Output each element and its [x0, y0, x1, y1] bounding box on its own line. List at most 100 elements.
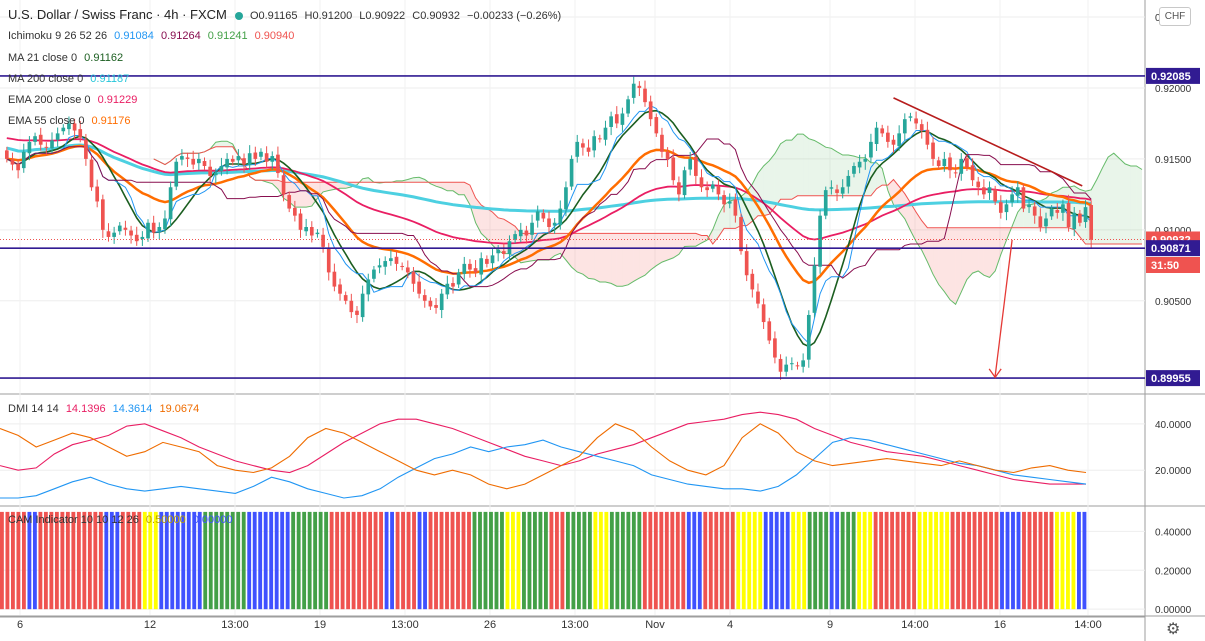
cam-bar: [758, 511, 763, 610]
candle-body: [434, 305, 438, 308]
cam-bar: [164, 511, 169, 610]
ichimoku-cloud-segment: [791, 134, 798, 200]
ichimoku-cloud-segment: [938, 227, 945, 292]
currency-badge[interactable]: CHF: [1159, 7, 1191, 26]
ichimoku-cloud-segment: [611, 233, 617, 287]
ma21-label: MA 21 close 0: [8, 52, 78, 64]
ichimoku-value-2: 0.91264: [160, 30, 201, 42]
candle-body: [575, 141, 580, 157]
candle-body: [784, 364, 789, 372]
candle-body: [643, 88, 647, 103]
gear-icon[interactable]: ⚙: [1166, 621, 1181, 638]
cam-bar: [961, 511, 966, 610]
cam-bar: [879, 511, 884, 610]
cam-bar: [417, 511, 422, 610]
ichimoku-cloud-segment: [786, 140, 792, 200]
candle-body: [524, 230, 529, 236]
cam-bar: [686, 511, 691, 610]
candle-body: [1078, 213, 1082, 223]
cam-bar: [697, 511, 702, 610]
ichimoku-cloud-segment: [588, 233, 595, 280]
candle-body: [891, 139, 896, 145]
cam-bar: [912, 511, 917, 610]
market-status-icon: [234, 12, 243, 21]
ichimoku-value-3: 0.91241: [207, 30, 248, 42]
ma21-legend[interactable]: MA 21 close 0 0.91162: [8, 51, 127, 65]
ichimoku-cloud-segment: [808, 138, 815, 196]
candle-body: [778, 358, 783, 372]
cam-bar: [780, 511, 785, 610]
candle-body: [558, 208, 563, 225]
cam-bar: [604, 511, 609, 610]
ichimoku-legend[interactable]: Ichimoku 9 26 52 26 0.91084 0.91264 0.91…: [8, 29, 298, 43]
x-tick-label: 26: [484, 619, 496, 631]
cam-bar: [483, 511, 488, 610]
candle-body: [304, 227, 308, 232]
candle-body: [581, 143, 585, 148]
cam-bar: [131, 511, 136, 610]
ichimoku-cloud-segment: [1096, 167, 1103, 245]
cam-bar: [214, 511, 219, 610]
ma200-legend[interactable]: MA 200 close 0 0.91187: [8, 72, 133, 86]
ichimoku-cloud-segment: [215, 141, 222, 147]
candle-body: [942, 158, 947, 166]
cam-bar: [840, 511, 845, 610]
cam-bar: [1005, 511, 1010, 610]
candle-body: [987, 187, 992, 193]
cam-bar: [247, 511, 252, 610]
candle-body: [773, 338, 777, 358]
ichimoku-cloud-segment: [995, 227, 1001, 271]
candle-body: [823, 190, 828, 216]
cam-legend[interactable]: CAM Indicator 10 10 12 26 0.50000 0.0000…: [8, 513, 237, 527]
cam-bar: [346, 511, 351, 610]
cam-bar: [379, 511, 383, 610]
ichimoku-cloud-segment: [831, 148, 838, 196]
candle-body: [880, 128, 885, 134]
cam-bar: [549, 511, 554, 610]
cam-bar: [714, 511, 719, 610]
candle-body: [976, 181, 981, 188]
candle-body: [44, 146, 49, 148]
candle-body: [744, 251, 749, 276]
ichimoku-value-4: 0.90940: [254, 30, 295, 42]
candle-body: [383, 261, 388, 267]
cam-bar: [538, 511, 543, 610]
candle-body: [1038, 216, 1043, 228]
candle-body: [112, 232, 116, 237]
ema200-legend[interactable]: EMA 200 close 0 0.91229: [8, 93, 141, 107]
ema55-legend[interactable]: EMA 55 close 0 0.91176: [8, 114, 134, 128]
candle-body: [372, 269, 376, 279]
ichimoku-cloud-segment: [616, 233, 623, 287]
cam-bar: [989, 511, 993, 610]
ichimoku-label: Ichimoku 9 26 52 26: [8, 30, 108, 42]
x-tick-label: 14:00: [1074, 619, 1102, 631]
ema55-label: EMA 55 close 0: [8, 115, 85, 127]
candle-body: [16, 163, 20, 171]
cam-bar: [472, 511, 477, 610]
cam-bar: [769, 511, 774, 610]
ichimoku-cloud-segment: [966, 227, 973, 280]
dmi-series-line-2: [0, 423, 1087, 490]
cam-bar: [681, 511, 686, 610]
cam-bar: [653, 511, 658, 610]
candle-body: [439, 293, 444, 311]
ohlc-open: O0.91165: [249, 10, 298, 22]
cam-bar: [71, 511, 76, 610]
dmi-y-tick-label: 40.0000: [1155, 420, 1192, 431]
cam-value-2: 0.00000: [192, 514, 233, 526]
candle-body: [428, 300, 433, 307]
ichimoku-cloud-segment: [639, 233, 646, 279]
cam-bar: [802, 511, 807, 610]
ichimoku-cloud-segment: [481, 205, 487, 239]
price-label-text: 31:50: [1151, 260, 1179, 272]
dmi-legend[interactable]: DMI 14 14 14.1396 14.3614 19.0674: [8, 402, 203, 416]
cam-bar: [642, 511, 647, 610]
price-label-box: [1146, 67, 1200, 84]
candle-body: [163, 218, 167, 230]
candle-body: [908, 116, 913, 118]
cam-bar: [230, 511, 235, 610]
ichimoku-cloud-segment: [944, 227, 950, 300]
ichimoku-cloud-segment: [825, 147, 832, 196]
candle-body: [970, 165, 975, 181]
cam-bar: [533, 511, 537, 610]
